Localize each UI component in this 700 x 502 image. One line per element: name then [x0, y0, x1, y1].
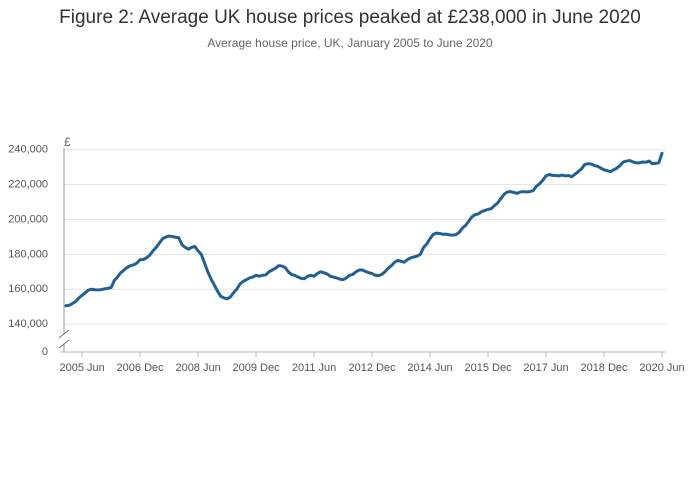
x-tick-label: 2020 Jun	[639, 362, 684, 374]
x-tick-label: 2012 Dec	[349, 362, 397, 374]
y-tick-label: 160,000	[8, 283, 48, 295]
price-line	[64, 151, 664, 308]
y-tick-label: 220,000	[8, 179, 48, 191]
y-tick-label: 240,000	[8, 144, 48, 156]
x-tick-label: 2014 Jun	[407, 362, 452, 374]
x-tick-label: 2009 Dec	[233, 362, 281, 374]
axis-break	[58, 329, 70, 339]
chart-title: Figure 2: Average UK house prices peaked…	[59, 7, 641, 28]
chart-subtitle: Average house price, UK, January 2005 to…	[207, 36, 493, 50]
x-tick-label: 2011 Jun	[292, 362, 336, 374]
y-tick-label: 200,000	[8, 213, 48, 225]
x-tick-label: 2018 Dec	[580, 362, 628, 374]
x-tick-label: 2017 Jun	[523, 362, 568, 374]
y-axis-label: £	[64, 135, 71, 149]
x-tick-label: 2015 Dec	[464, 362, 512, 374]
y-tick-label: 0	[42, 346, 48, 358]
x-tick-label: 2005 Jun	[59, 362, 104, 374]
y-tick-label: 180,000	[8, 248, 48, 260]
x-tick-label: 2006 Dec	[117, 362, 165, 374]
axis-break	[58, 339, 70, 349]
x-tick-label: 2008 Jun	[175, 362, 220, 374]
y-tick-label: 140,000	[8, 318, 48, 330]
